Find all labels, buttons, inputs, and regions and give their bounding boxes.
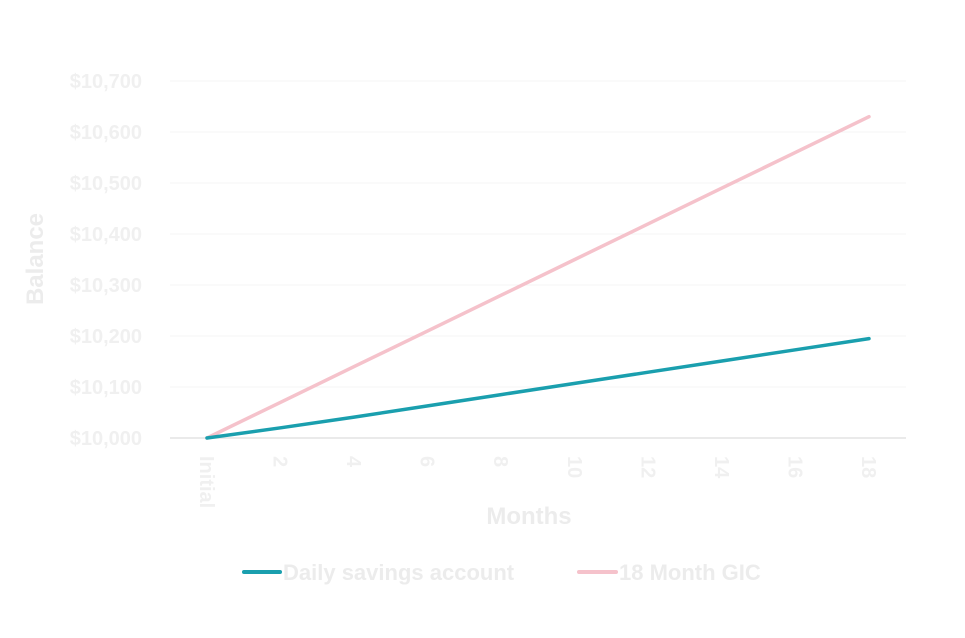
y-axis-title: Balance	[22, 213, 49, 305]
legend-item: 18 Month GIC	[577, 560, 761, 585]
x-tick-label: 14	[710, 456, 732, 479]
x-tick-label: 6	[416, 456, 438, 467]
y-tick-label: $10,000	[70, 428, 142, 450]
y-tick-label: $10,200	[70, 326, 142, 348]
y-tick-label: $10,300	[70, 275, 142, 297]
x-tick-label: 18	[857, 456, 879, 478]
x-tick-label: 12	[636, 456, 658, 478]
series-line-gic	[205, 114, 871, 440]
y-tick-label: $10,700	[70, 71, 142, 93]
x-tick-label: 16	[783, 456, 805, 478]
legend-label: 18 Month GIC	[619, 560, 761, 585]
y-tick-label: $10,100	[70, 377, 142, 399]
y-axis-ticks: $10,000 $10,100 $10,200 $10,300 $10,400 $10,5…	[70, 71, 142, 450]
x-tick-label: 10	[563, 456, 585, 478]
x-axis-ticks: Initial 2 4 6 8 10 12 14 16 18	[195, 456, 879, 508]
legend-item: Daily savings account	[242, 560, 515, 585]
legend-label: Daily savings account	[283, 560, 515, 585]
gridlines	[170, 80, 906, 439]
x-tick-label: 8	[489, 456, 511, 467]
y-tick-label: $10,400	[70, 224, 142, 246]
y-tick-label: $10,500	[70, 173, 142, 195]
x-axis-title: Months	[486, 503, 571, 530]
x-tick-label: 4	[342, 456, 364, 468]
legend: Daily savings account 18 Month GIC	[242, 560, 761, 585]
x-tick-label: 2	[269, 456, 291, 467]
x-tick-label: Initial	[195, 456, 217, 508]
series-line-daily-savings	[205, 336, 871, 440]
series-lines	[205, 114, 871, 440]
y-tick-label: $10,600	[70, 122, 142, 144]
